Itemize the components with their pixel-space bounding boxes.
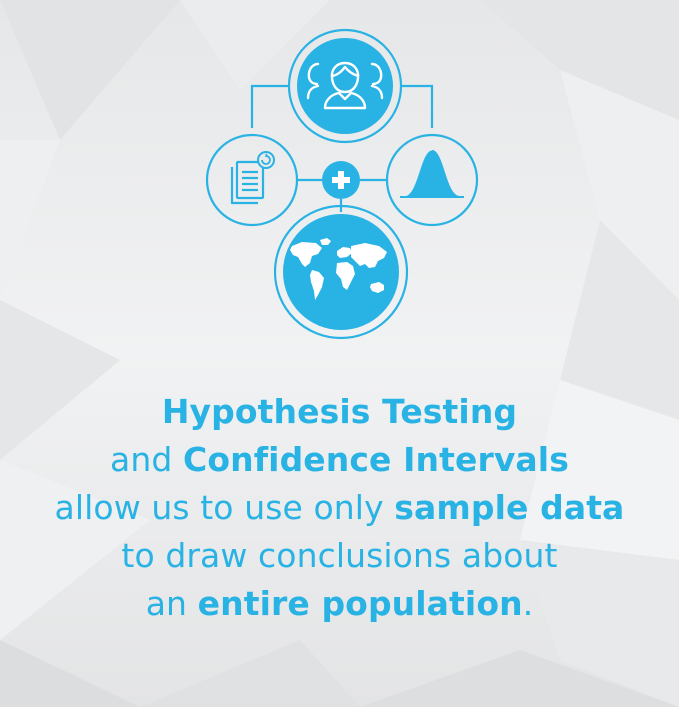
world-map-icon [273, 204, 409, 340]
diagram [205, 28, 479, 340]
confidence-intervals-term: Confidence Intervals [183, 440, 569, 479]
caption-line-4: to draw conclusions about [121, 536, 558, 575]
caption-line-1: Hypothesis Testing [0, 388, 679, 436]
caption-line-2: and Confidence Intervals [0, 436, 679, 484]
bell-curve-icon [385, 133, 479, 227]
people-group-icon [287, 28, 403, 144]
caption-line-3: allow us to use only sample data [0, 484, 679, 532]
caption-line-5-prefix: an [145, 584, 198, 623]
caption-line-5: an entire population. [0, 580, 679, 628]
sample-data-term: sample data [394, 488, 625, 527]
caption-line-2-prefix: and [110, 440, 184, 479]
caption-line-3-prefix: allow us to use only [54, 488, 395, 527]
document-refresh-icon [205, 133, 299, 227]
plus-icon [322, 161, 360, 199]
entire-population-term: entire population [197, 584, 523, 623]
caption: Hypothesis Testing and Confidence Interv… [0, 388, 679, 628]
caption-line-5-suffix: . [522, 584, 534, 623]
hypothesis-testing-term: Hypothesis Testing [161, 392, 518, 431]
